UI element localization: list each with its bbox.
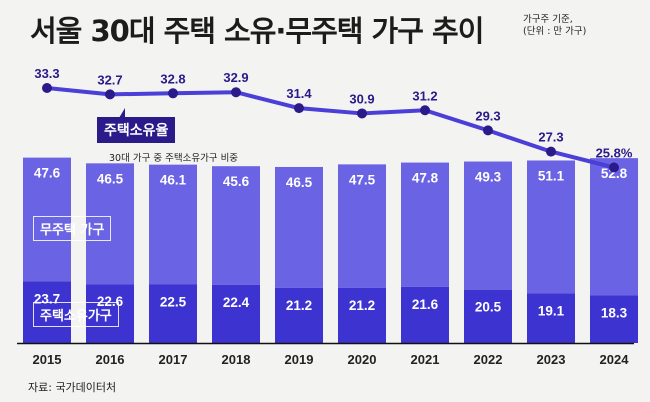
ownership-rate-label-2024: 25.8% — [596, 146, 633, 161]
bar-non-owner-2023 — [527, 160, 575, 294]
unit-note: 가구주 기준, (단위 : 만 가구) — [523, 14, 586, 38]
bar-non-owner-2021 — [401, 162, 449, 287]
label-owner-2020: 21.2 — [349, 298, 375, 313]
label-owner-2018: 22.4 — [223, 295, 250, 310]
label-non-owner-2020: 47.5 — [349, 172, 376, 187]
x-tick-2022: 2022 — [474, 352, 503, 367]
ownership-rate-label-2017: 32.8 — [160, 71, 185, 86]
x-tick-2016: 2016 — [96, 352, 125, 367]
ownership-rate-point-2018 — [231, 87, 241, 98]
x-tick-2018: 2018 — [222, 352, 251, 367]
bar-non-owner-2024 — [590, 158, 638, 296]
label-owner-2017: 22.5 — [160, 295, 187, 310]
label-non-owner-2019: 46.5 — [286, 175, 313, 190]
bar-non-owner-2018 — [212, 166, 260, 285]
label-non-owner-2016: 46.5 — [97, 171, 124, 186]
ownership-rate-point-2021 — [420, 105, 430, 116]
ownership-rate-label-2018: 32.9 — [223, 70, 248, 85]
ownership-rate-point-2015 — [42, 83, 52, 93]
bar-owner-2020 — [338, 287, 386, 343]
bar-owner-2021 — [401, 286, 449, 343]
label-owner-2016: 22.6 — [97, 294, 124, 309]
ownership-rate-label-2015: 33.3 — [34, 66, 59, 81]
bar-non-owner-2016 — [86, 163, 134, 285]
label-non-owner-2018: 45.6 — [223, 174, 250, 189]
ownership-rate-point-2022 — [483, 125, 493, 136]
bar-owner-2019 — [275, 287, 323, 343]
legend-non-owner: 무주택 가구 — [33, 216, 112, 241]
ownership-rate-label-2021: 31.2 — [412, 88, 437, 103]
ownership-rate-label-2016: 32.7 — [97, 72, 122, 87]
ownership-rate-point-2023 — [546, 146, 556, 157]
bar-non-owner-2022 — [464, 161, 512, 290]
x-tick-2024: 2024 — [600, 352, 630, 367]
bar-owner-2022 — [464, 289, 512, 343]
ownership-rate-tag: 주택소유율 — [97, 117, 176, 143]
label-owner-2024: 18.3 — [601, 305, 628, 320]
label-non-owner-2023: 51.1 — [538, 168, 565, 183]
ownership-rate-label-2022: 29.3 — [475, 108, 500, 123]
legend-owner: 주택소유가구 — [33, 302, 119, 327]
unit-note-line2: (단위 : 만 가구) — [523, 26, 587, 37]
label-non-owner-2017: 46.1 — [160, 173, 187, 188]
ownership-rate-point-2019 — [294, 103, 304, 114]
label-non-owner-2024: 52.8 — [601, 166, 628, 181]
label-owner-2023: 19.1 — [538, 303, 565, 318]
ownership-rate-point-2020 — [357, 108, 367, 119]
label-non-owner-2015: 47.6 — [34, 166, 61, 181]
bar-owner-2023 — [527, 293, 575, 343]
bar-non-owner-2019 — [275, 166, 323, 288]
ownership-rate-point-2024 — [609, 162, 619, 173]
bar-owner-2018 — [212, 284, 260, 343]
source-note: 자료: 국가데이터처 — [28, 381, 117, 394]
bar-owner-2024 — [590, 295, 638, 343]
label-non-owner-2021: 47.8 — [412, 171, 439, 186]
bar-owner-2015 — [23, 281, 71, 343]
bar-non-owner-2017 — [149, 164, 197, 285]
ownership-rate-label-2020: 30.9 — [349, 91, 374, 106]
x-tick-2023: 2023 — [537, 352, 566, 367]
ownership-rate-point-2016 — [105, 89, 115, 100]
label-owner-2021: 21.6 — [412, 297, 439, 312]
bar-non-owner-2020 — [338, 164, 386, 288]
chart-title: 서울 30대 주택 소유·무주택 가구 추이 — [30, 14, 484, 48]
bar-non-owner-2015 — [23, 157, 71, 282]
ownership-rate-line — [46, 86, 615, 170]
x-tick-2020: 2020 — [348, 352, 377, 367]
ownership-rate-label-2023: 27.3 — [538, 130, 563, 145]
bar-owner-2016 — [86, 284, 134, 343]
x-tick-2015: 2015 — [33, 352, 62, 367]
x-tick-2019: 2019 — [285, 352, 314, 367]
ownership-rate-note: 30대 가구 중 주택소유가구 비중 — [109, 153, 239, 164]
ownership-rate-tag-pointer — [119, 108, 125, 118]
label-owner-2022: 20.5 — [475, 300, 502, 315]
unit-note-line1: 가구주 기준, — [523, 14, 573, 25]
bar-owner-2017 — [149, 284, 197, 343]
ownership-rate-point-2017 — [168, 88, 178, 99]
x-tick-2017: 2017 — [159, 352, 188, 367]
x-tick-2021: 2021 — [411, 352, 440, 367]
ownership-rate-label-2019: 31.4 — [286, 86, 312, 101]
label-non-owner-2022: 49.3 — [475, 170, 502, 185]
label-owner-2019: 21.2 — [286, 298, 312, 313]
